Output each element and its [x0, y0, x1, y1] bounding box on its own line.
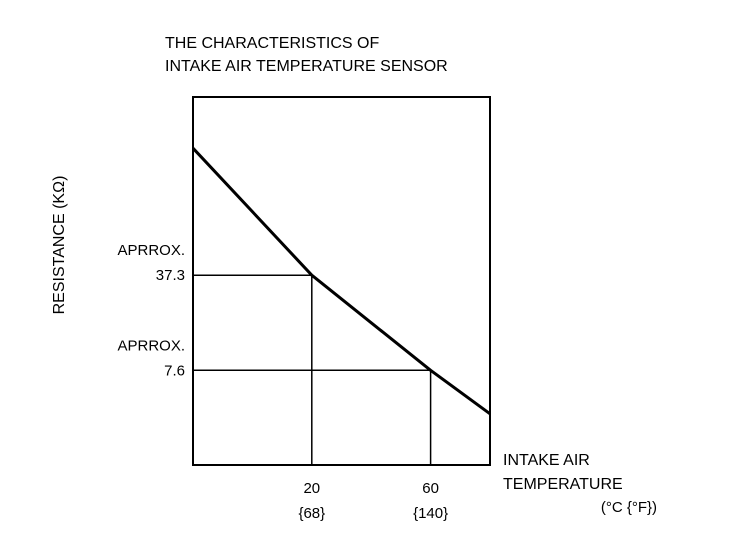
chart-title-line-1: THE CHARACTERISTICS OF	[165, 35, 379, 52]
x-axis-label-line-2: TEMPERATURE	[503, 476, 623, 493]
x-axis-units: (°C {°F})	[601, 499, 657, 516]
resistance-curve	[191, 147, 491, 416]
x-tick-label-20: 20	[303, 480, 320, 497]
x-tick-sublabel-140: {140}	[413, 505, 448, 522]
x-tick-label-60: 60	[422, 480, 439, 497]
chart-title-line-2: INTAKE AIR TEMPERATURE SENSOR	[165, 58, 448, 75]
reference-guides	[193, 274, 432, 465]
y-tick-label-approx-1: APRROX.	[117, 242, 185, 259]
x-axis-label-line-1: INTAKE AIR	[503, 452, 590, 469]
y-axis-label: RESISTANCE (KΩ)	[51, 176, 68, 315]
x-tick-sublabel-68: {68}	[298, 505, 325, 522]
x-tick-labels: 20 {68} 60 {140}	[298, 480, 448, 522]
y-tick-labels: APRROX. 37.3 APRROX. 7.6	[117, 242, 185, 379]
y-tick-label-value-1: 37.3	[156, 267, 185, 284]
y-tick-label-approx-2: APRROX.	[117, 337, 185, 354]
plot-frame	[192, 96, 491, 466]
y-tick-label-value-2: 7.6	[164, 362, 185, 379]
